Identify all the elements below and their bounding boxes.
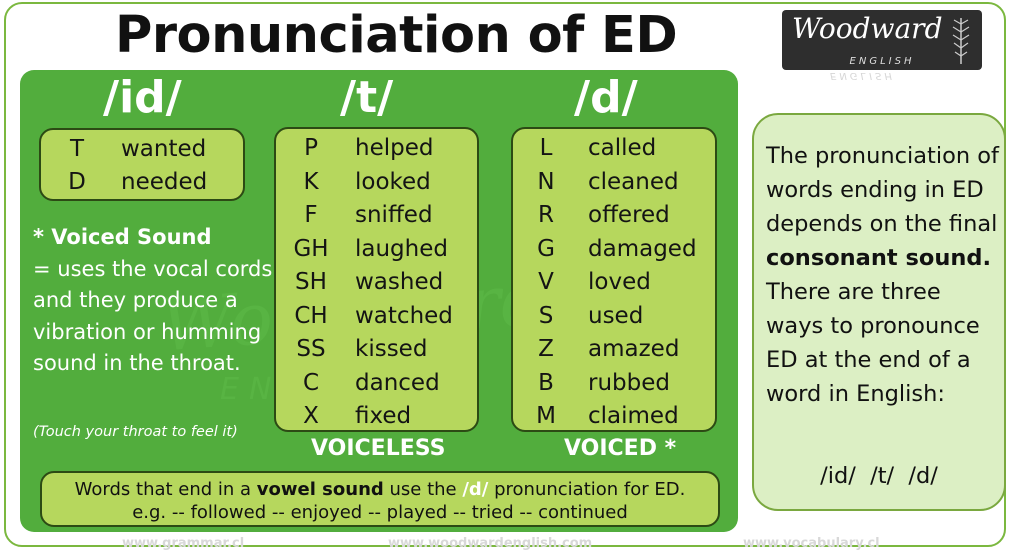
id-letter: T [69,136,85,162]
t-letter: X [303,403,319,429]
vowel-rule-text: use the [383,479,463,500]
touch-hint: (Touch your throat to feel it) [33,424,238,440]
t-word: laughed [355,235,448,262]
heading-id: /id/ [103,72,182,123]
footer-link: www.grammar.cl [122,536,245,551]
t-word: washed [355,269,444,295]
d-word: offered [588,202,670,228]
t-letter: C [302,369,320,396]
t-letter: SH [295,269,327,295]
d-letter: S [538,302,554,329]
d-letter: B [538,369,554,396]
info-text-bold: consonant sound. [766,245,992,271]
heading-t: /t/ [340,72,394,123]
id-word: wanted [121,136,207,162]
d-word: amazed [588,336,680,362]
d-letter: R [538,202,554,228]
d-letter: G [537,235,555,262]
info-text: The pronunciation of words ending in ED … [766,139,1004,411]
logo-reflection: ENGLISH [830,70,895,81]
t-letter: F [304,202,318,228]
page-title: Pronunciation of ED [115,6,678,65]
voiced-sound-body: = uses the vocal cords and they produce … [33,256,273,376]
logo-subtext: ENGLISH [849,56,915,67]
t-word: kissed [355,336,428,362]
t-word: looked [355,168,431,195]
vowel-rule-text: pronunciation for ED. [488,479,686,500]
t-word: danced [355,369,440,396]
heading-d: /d/ [574,72,638,123]
vowel-examples: e.g. -- followed -- enjoyed -- played --… [132,502,628,523]
vowel-rule-highlight: /d/ [462,479,489,500]
d-letter: M [536,403,556,429]
t-letter: K [303,168,319,195]
t-word: fixed [355,403,412,429]
t-word: helped [355,135,434,161]
footer-link: www.vocabulary.cl [743,536,880,551]
t-letter: SS [296,336,326,362]
d-word: called [588,135,657,161]
ed-sounds: /id/ /t/ /d/ [820,463,938,489]
t-letter: CH [294,302,328,329]
t-word-box: P helped K looked F sniffed GH laughed S… [274,127,479,432]
d-word: used [588,302,644,329]
info-text-part: The pronunciation of words ending in ED … [766,143,999,237]
d-letter: V [538,269,554,295]
d-word: claimed [588,403,679,429]
fern-icon [952,18,970,64]
vowel-rule-text: Words that end in a [74,479,257,500]
d-word: rubbed [588,369,670,396]
id-word-box: T wanted D needed [39,128,245,201]
id-word: needed [121,169,208,195]
voiceless-label: VOICELESS [311,436,446,461]
logo-text: Woodward [792,12,943,45]
vowel-rule-bold: vowel sound [256,479,384,500]
footer-link: www.woodwardenglish.com [388,536,593,551]
vowel-rule: Words that end in a vowel sound use the … [42,479,718,500]
d-letter: L [539,135,553,161]
info-text-part: There are three ways to pronounce ED at … [766,279,980,407]
id-letter: D [68,169,86,195]
t-letter: GH [293,235,329,262]
d-word: loved [588,269,651,295]
d-word: damaged [588,235,697,262]
woodward-logo: Woodward ENGLISH [782,10,982,70]
d-word-box: L called N cleaned R offered G damaged V… [511,127,717,432]
d-word: cleaned [588,168,679,195]
voiced-sound-note: * Voiced Sound = uses the vocal cords an… [33,222,273,380]
vowel-sound-box: Words that end in a vowel sound use the … [40,471,720,527]
t-word: sniffed [355,202,433,228]
t-word: watched [355,302,453,329]
d-letter: N [537,168,555,195]
voiced-sound-heading: * Voiced Sound [33,225,212,249]
info-panel: The pronunciation of words ending in ED … [752,113,1006,511]
voiced-label: VOICED * [564,436,677,461]
d-letter: Z [538,336,554,362]
t-letter: P [304,135,318,161]
